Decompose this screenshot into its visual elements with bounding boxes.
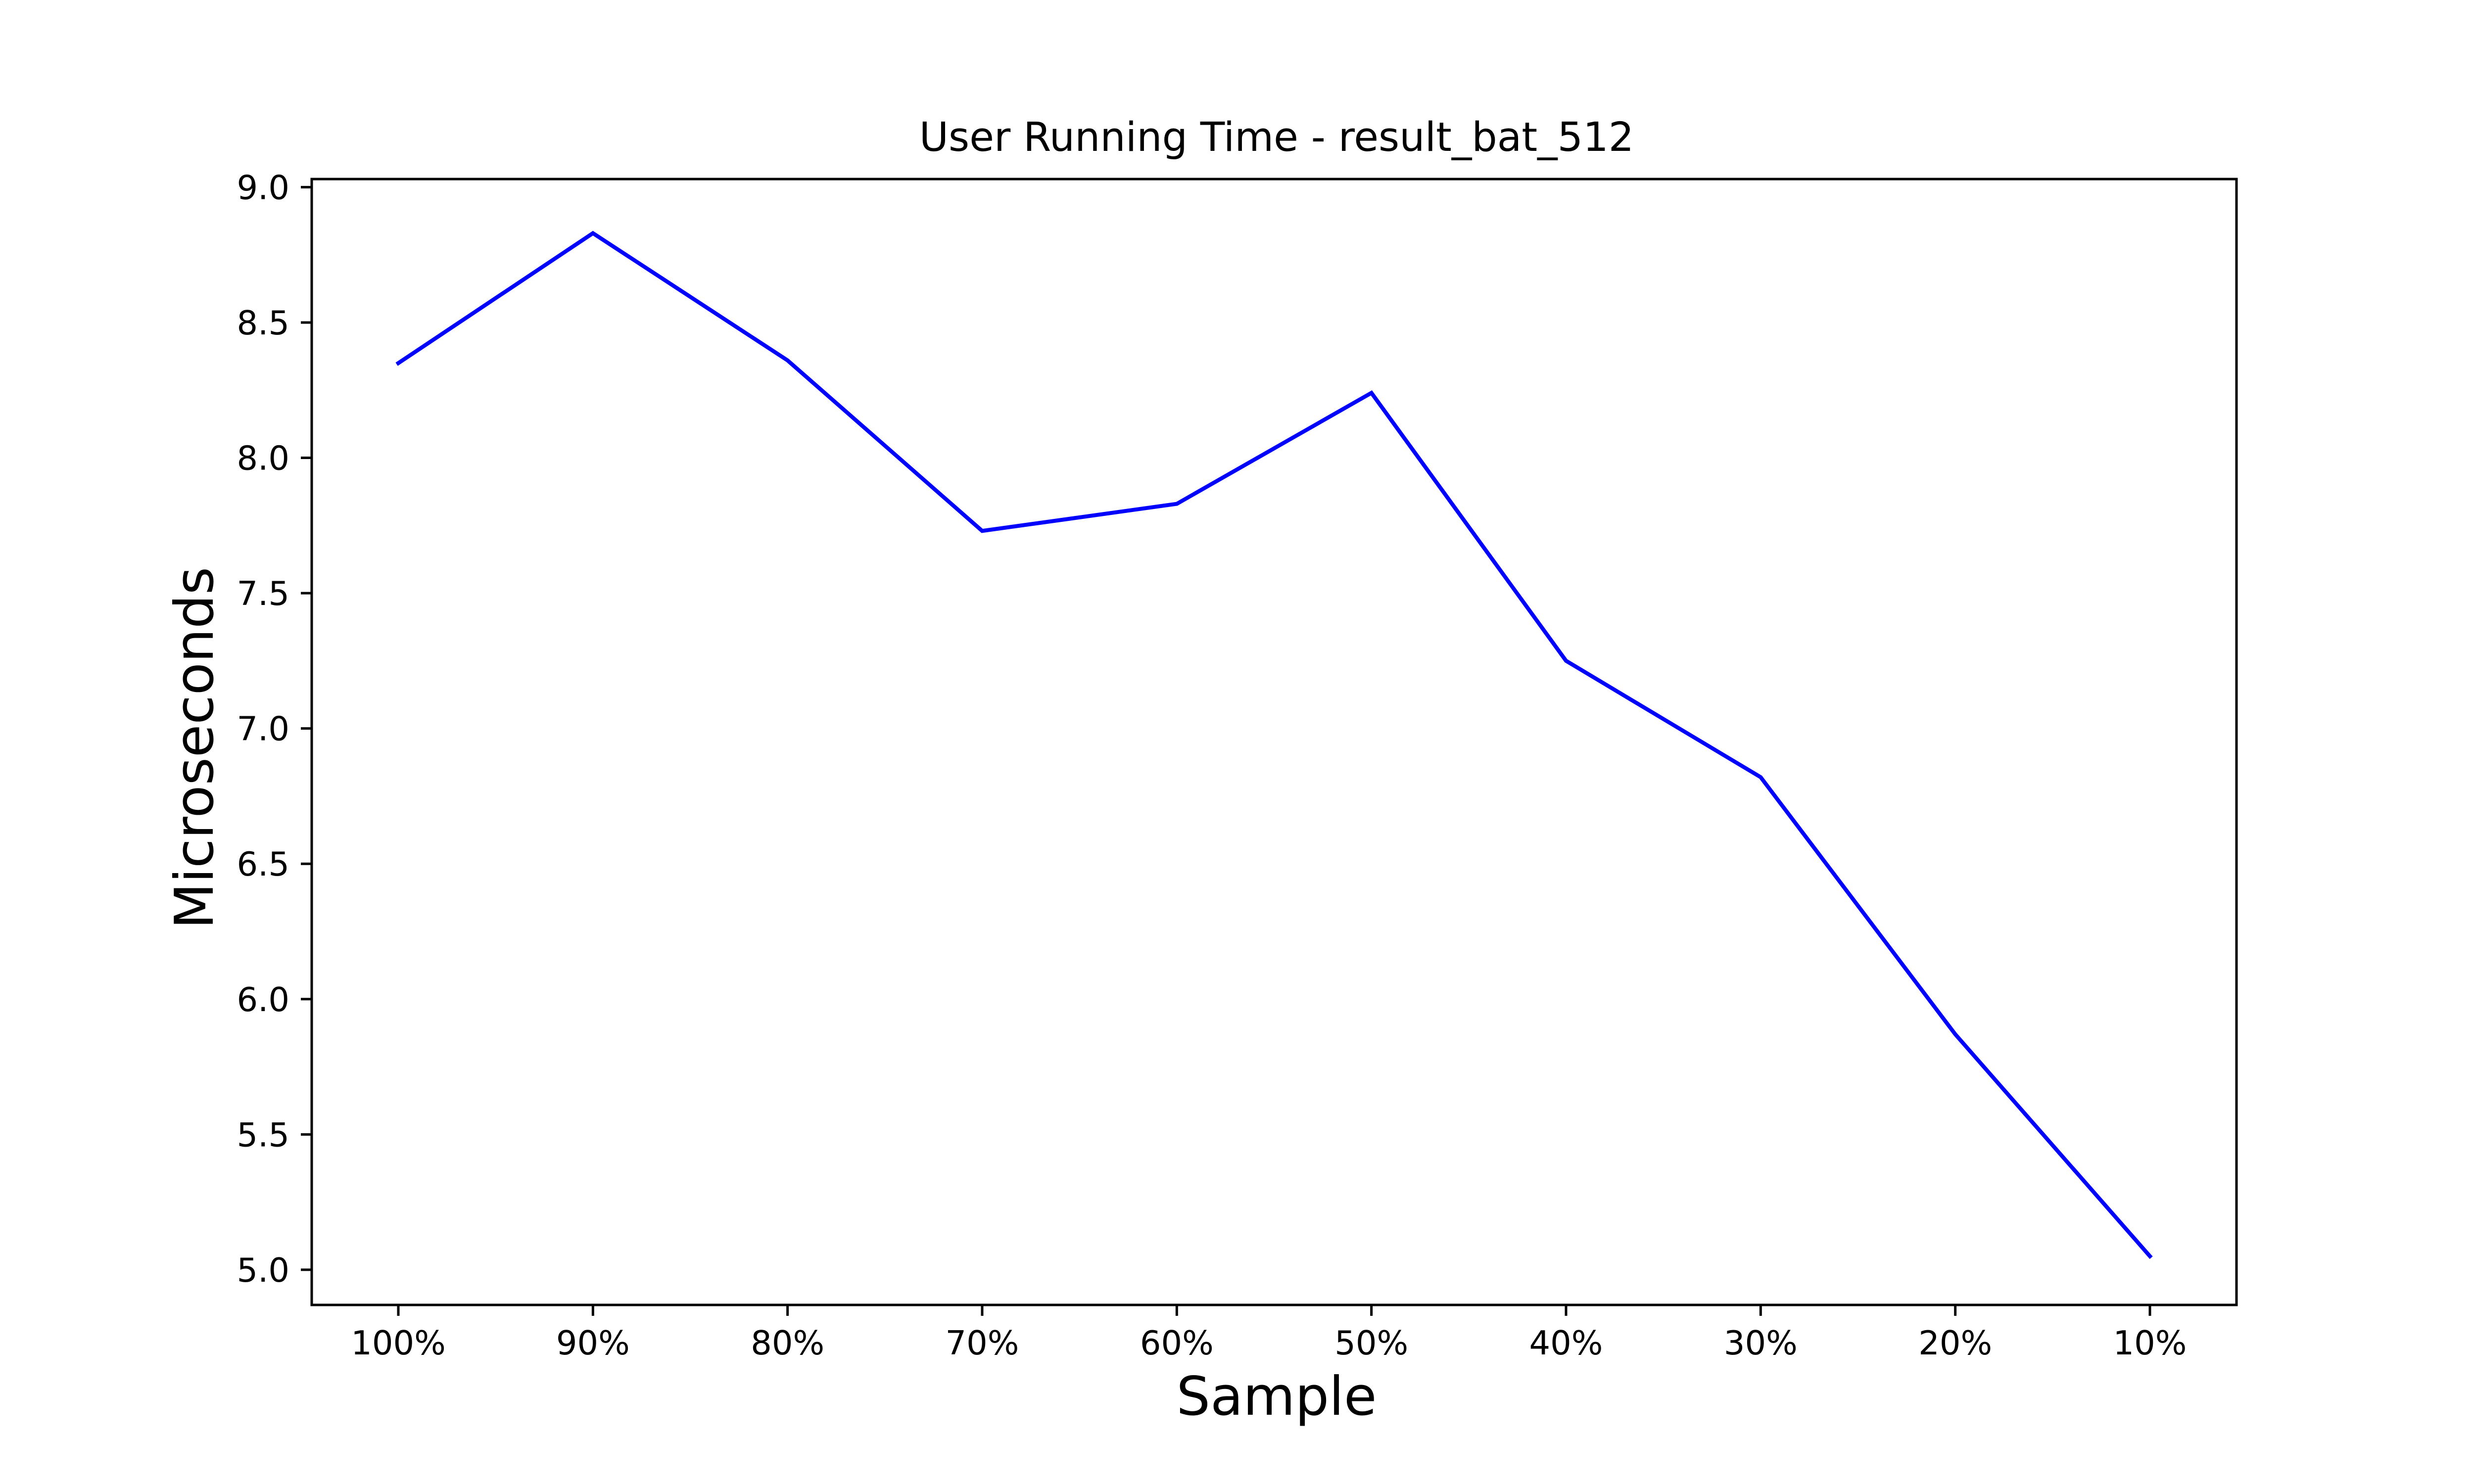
chart-title: User Running Time - result_bat_512 [919, 114, 1634, 161]
x-tick-label: 80% [751, 1324, 824, 1362]
y-tick-label: 6.5 [237, 845, 289, 883]
x-tick-label: 20% [1918, 1324, 1992, 1362]
y-tick-label: 7.5 [237, 574, 289, 613]
y-tick-label: 8.5 [237, 304, 289, 342]
y-tick-label: 6.0 [237, 980, 289, 1019]
plot-frame [310, 178, 2238, 1306]
y-tick-label: 9.0 [237, 168, 289, 207]
x-tick-label: 90% [556, 1324, 630, 1362]
y-tick-label: 5.0 [237, 1251, 289, 1290]
x-axis-label: Sample [1177, 1366, 1377, 1428]
x-tick-label: 60% [1140, 1324, 1214, 1362]
y-axis-label: Microseconds [164, 567, 226, 929]
y-tick-label: 7.0 [237, 710, 289, 748]
x-tick-label: 50% [1334, 1324, 1408, 1362]
x-tick-label: 30% [1724, 1324, 1798, 1362]
x-tick-label: 100% [351, 1324, 446, 1362]
x-tick-label: 40% [1529, 1324, 1603, 1362]
y-tick-label: 8.0 [237, 439, 289, 478]
x-tick-label: 70% [946, 1324, 1019, 1362]
plot-area: 5.0 5.5 6.0 6.5 7.0 7.5 8.0 8.5 9.0 100% 90% 80% 70%… [237, 168, 2238, 1362]
x-tick-label: 10% [2113, 1324, 2187, 1362]
y-tick-label: 5.5 [237, 1115, 289, 1154]
series-line [395, 231, 2153, 1259]
